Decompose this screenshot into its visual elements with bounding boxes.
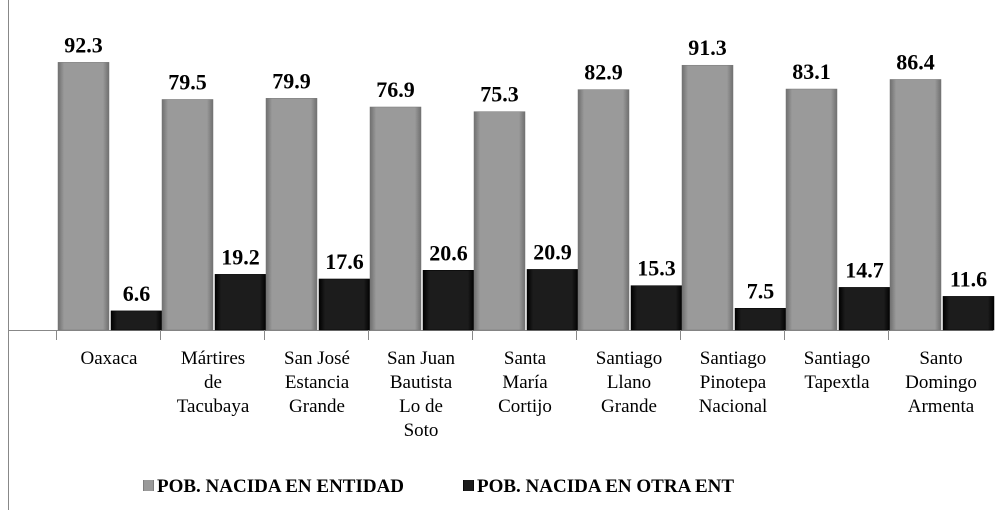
- bar: [57, 62, 110, 331]
- bar: [526, 269, 579, 331]
- data-label: 7.5: [747, 278, 775, 303]
- bar: [422, 270, 475, 331]
- data-label: 20.6: [429, 240, 468, 265]
- bar: [942, 296, 995, 331]
- data-label: 15.3: [637, 256, 676, 281]
- bar: [630, 285, 683, 331]
- bar: [161, 99, 214, 331]
- data-label: 11.6: [950, 266, 987, 291]
- bar: [473, 111, 526, 331]
- data-label: 82.9: [584, 60, 623, 85]
- bar: [838, 287, 891, 331]
- data-label: 14.7: [845, 257, 884, 282]
- bar: [785, 88, 838, 331]
- bar: [265, 98, 318, 331]
- bar: [318, 278, 371, 331]
- x-tick-label: San José Estancia Grande: [284, 348, 350, 417]
- legend-label: POB. NACIDA EN ENTIDAD: [157, 476, 404, 497]
- data-label: 92.3: [64, 32, 103, 57]
- legend-swatch: [463, 480, 474, 491]
- data-label: 75.3: [480, 82, 519, 107]
- legend-swatch: [143, 480, 154, 491]
- bar: [889, 79, 942, 331]
- x-tick-label: San Juan Bautista Lo de Soto: [387, 348, 456, 441]
- chart-frame: [8, 0, 9, 510]
- data-label: 86.4: [896, 49, 935, 74]
- bar: [214, 274, 267, 331]
- data-label: 76.9: [376, 77, 415, 102]
- data-label: 91.3: [688, 35, 727, 60]
- x-tick-label: Santiago Llano Grande: [596, 348, 663, 417]
- x-tick-label: Oaxaca: [81, 348, 139, 369]
- data-label: 79.9: [272, 68, 311, 93]
- data-label: 79.5: [168, 69, 207, 94]
- x-tick-label: Mártires de Tacubaya: [177, 348, 250, 417]
- bar: [681, 64, 734, 331]
- bar: [369, 106, 422, 331]
- data-label: 6.6: [123, 281, 151, 306]
- data-label: 20.9: [533, 239, 572, 264]
- x-tick-label: Santiago Tapextla: [804, 348, 871, 393]
- data-label: 17.6: [325, 249, 364, 274]
- x-tick-label: Santa María Cortijo: [498, 348, 552, 417]
- bar: [577, 89, 630, 331]
- x-tick-label: Santo Domingo Armenta: [905, 348, 977, 417]
- data-label: 83.1: [792, 59, 831, 84]
- x-tick-label: Santiago Pinotepa Nacional: [699, 348, 768, 417]
- legend-label: POB. NACIDA EN OTRA ENT: [477, 476, 734, 497]
- bar: [734, 308, 787, 331]
- data-label: 19.2: [221, 244, 260, 269]
- bar: [110, 310, 163, 331]
